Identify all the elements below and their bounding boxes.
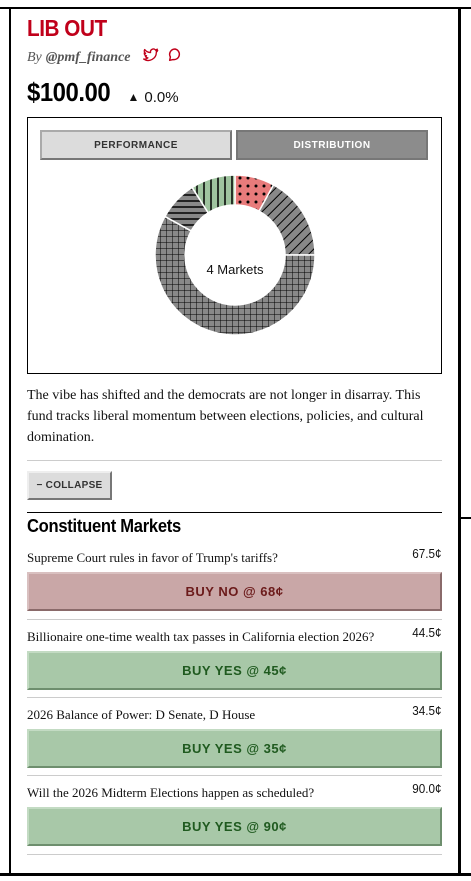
fund-title: LIB OUT [27, 15, 107, 41]
buy-no-button[interactable]: BUY NO @ 68¢ [27, 572, 442, 611]
donut-slice-diagonal[interactable] [258, 183, 316, 256]
price-row: $100.00 ▲ 0.0% [27, 77, 179, 108]
divider-market [27, 697, 442, 698]
market-price: 90.0¢ [412, 781, 442, 796]
donut-svg: 4 Markets [154, 174, 316, 336]
market-question: Billionaire one-time wealth tax passes i… [27, 629, 375, 644]
up-triangle-icon: ▲ [127, 90, 140, 104]
buy-yes-button[interactable]: BUY YES @ 35¢ [27, 729, 442, 768]
market-price: 34.5¢ [412, 703, 442, 718]
divider-section [27, 512, 442, 513]
donut-slices [154, 174, 316, 336]
chart-tabs: PERFORMANCE DISTRIBUTION [40, 130, 428, 160]
tab-distribution[interactable]: DISTRIBUTION [236, 130, 428, 160]
outer-border-left [9, 7, 11, 876]
share-icons [142, 47, 183, 68]
twitter-bird-icon[interactable] [142, 47, 159, 68]
fund-description: The vibe has shifted and the democrats a… [27, 388, 424, 445]
outer-border-tick [461, 517, 471, 519]
donut-slice-grid[interactable] [154, 215, 316, 336]
outer-border-right [458, 7, 461, 876]
market-question: 2026 Balance of Power: D Senate, D House [27, 707, 256, 722]
market-price: 44.5¢ [412, 625, 442, 640]
collapse-button[interactable]: − COLLAPSE [27, 471, 112, 500]
tab-performance[interactable]: PERFORMANCE [40, 130, 232, 160]
buy-yes-button[interactable]: BUY YES @ 90¢ [27, 807, 442, 846]
price-change-value: 0.0% [144, 88, 179, 106]
chart-panel: PERFORMANCE DISTRIBUTION [27, 117, 442, 374]
market-question: Supreme Court rules in favor of Trump's … [27, 550, 278, 565]
price-change: ▲ 0.0% [127, 89, 178, 106]
divider-market [27, 775, 442, 776]
author-handle[interactable]: @pmf_finance [45, 49, 131, 65]
market-price: 67.5¢ [412, 546, 442, 561]
divider-description [27, 460, 442, 461]
section-title: Constituent Markets [27, 516, 181, 536]
comment-bubble-icon[interactable] [167, 47, 183, 68]
byline: By @pmf_finance [27, 47, 183, 68]
by-prefix: By [27, 49, 42, 65]
divider-market [27, 619, 442, 620]
outer-border-top [0, 7, 471, 9]
market-question: Will the 2026 Midterm Elections happen a… [27, 785, 315, 800]
donut-slice-vertical[interactable] [191, 174, 236, 214]
fund-card: LIB OUT By @pmf_finance $100.00 ▲ 0.0% P… [11, 9, 458, 873]
donut-center-label: 4 Markets [206, 262, 264, 277]
fund-price: $100.00 [27, 77, 111, 107]
donut-chart: 4 Markets [28, 158, 443, 375]
divider-market [27, 854, 442, 855]
outer-border-bottom [0, 873, 471, 876]
buy-yes-button[interactable]: BUY YES @ 45¢ [27, 651, 442, 690]
